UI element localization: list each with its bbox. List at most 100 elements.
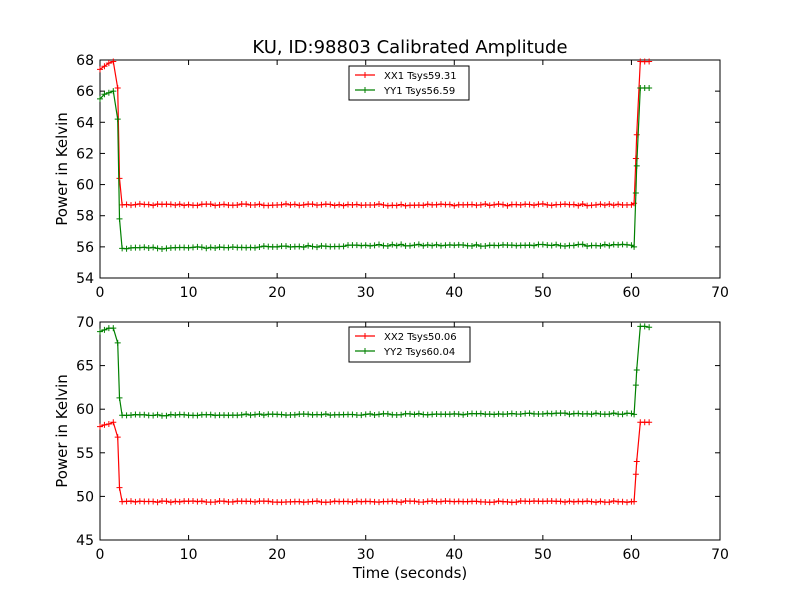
- bottom-data-point: [376, 499, 382, 506]
- bottom-y-tick-label: 65: [76, 359, 94, 375]
- bottom-data-point: [150, 498, 157, 505]
- bottom-data-point: [429, 498, 436, 505]
- top-y-tick-label: 68: [76, 53, 94, 69]
- top-data-point: [469, 242, 475, 249]
- bottom-data-point: [318, 411, 325, 418]
- top-data-point: [123, 245, 130, 252]
- bottom-data-point: [154, 499, 161, 506]
- bottom-x-tick-label: 60: [623, 547, 641, 563]
- bottom-data-point: [190, 498, 196, 505]
- bottom-data-point: [238, 411, 245, 418]
- bottom-data-point: [610, 497, 617, 504]
- top-data-point: [291, 201, 298, 208]
- top-data-point: [469, 201, 475, 208]
- bottom-data-point: [619, 411, 626, 418]
- bottom-data-point: [128, 412, 134, 419]
- bottom-data-point: [393, 498, 400, 505]
- top-data-point: [526, 201, 533, 208]
- top-data-point: [433, 241, 440, 248]
- top-data-point: [446, 201, 453, 208]
- top-data-point: [128, 202, 134, 209]
- top-data-point: [376, 200, 382, 207]
- top-data-point: [398, 241, 405, 248]
- top-legend-marker: [362, 72, 368, 78]
- bottom-data-point: [101, 326, 108, 333]
- top-data-point: [340, 202, 347, 209]
- top-data-point: [362, 242, 369, 249]
- top-data-point: [601, 202, 608, 209]
- top-data-point: [420, 202, 427, 209]
- top-data-point: [203, 245, 210, 252]
- chart-title: KU, ID:98803 Calibrated Amplitude: [252, 37, 567, 58]
- top-data-point: [531, 242, 537, 249]
- top-data-point: [110, 88, 117, 95]
- bottom-data-point: [588, 411, 595, 418]
- top-data-point: [172, 202, 179, 209]
- bottom-data-point: [291, 411, 298, 418]
- bottom-data-point: [141, 411, 148, 418]
- bottom-data-point: [305, 411, 312, 418]
- bottom-data-point: [539, 410, 546, 417]
- top-legend-box: [348, 65, 470, 101]
- top-data-point: [198, 244, 205, 251]
- top-data-point: [110, 58, 117, 65]
- bottom-y-tick-label: 55: [76, 446, 94, 462]
- bottom-data-point: [278, 411, 285, 418]
- bottom-data-point: [597, 498, 604, 505]
- top-data-point: [309, 243, 316, 250]
- top-data-point: [631, 243, 638, 250]
- top-data-point: [190, 244, 196, 251]
- top-data-point: [633, 131, 640, 138]
- bottom-plot-frame: [99, 321, 721, 541]
- top-data-point: [371, 201, 378, 208]
- top-data-point: [526, 242, 533, 249]
- bottom-data-point: [221, 498, 227, 505]
- bottom-data-point: [376, 411, 382, 418]
- bottom-data-point: [163, 498, 170, 505]
- bottom-data-point: [97, 423, 103, 430]
- top-data-point: [305, 242, 312, 249]
- bottom-data-point: [101, 421, 108, 428]
- top-y-tick-label: 64: [76, 115, 94, 131]
- top-data-point: [318, 201, 325, 208]
- top-x-tick-label: 60: [623, 285, 641, 301]
- bottom-data-point: [398, 411, 405, 418]
- top-y-tick-label: 66: [76, 84, 94, 100]
- bottom-data-point: [633, 366, 640, 373]
- x-axis-label: Time (seconds): [352, 564, 468, 582]
- top-data-point: [163, 245, 170, 252]
- top-data-point: [371, 242, 378, 249]
- bottom-data-point: [438, 498, 444, 505]
- top-data-point: [477, 201, 484, 208]
- top-data-point: [393, 202, 400, 209]
- top-data-point: [539, 241, 546, 248]
- top-data-point: [229, 243, 236, 250]
- top-data-point: [601, 241, 608, 248]
- bottom-data-point: [513, 499, 520, 506]
- top-data-point: [579, 241, 586, 248]
- top-data-point: [615, 241, 622, 248]
- top-x-tick-label: 50: [534, 285, 552, 301]
- top-data-point: [398, 201, 405, 208]
- top-data-point: [225, 244, 232, 251]
- top-data-point: [424, 241, 431, 248]
- top-data-point: [429, 242, 436, 249]
- top-data-point: [615, 201, 622, 208]
- top-data-point: [420, 242, 427, 249]
- bottom-data-point: [114, 434, 121, 441]
- top-data-point: [353, 242, 360, 249]
- top-data-point: [531, 202, 537, 209]
- bottom-legend: XX2 Tsys50.06 YY2 Tsys60.04: [348, 326, 471, 363]
- top-data-point: [610, 202, 617, 209]
- top-data-point: [123, 201, 130, 208]
- top-data-point: [207, 201, 214, 208]
- top-data-point: [384, 243, 391, 250]
- bottom-data-point: [633, 458, 640, 465]
- bottom-data-point: [619, 498, 626, 505]
- bottom-data-point: [632, 382, 639, 389]
- top-data-point: [159, 245, 165, 252]
- top-data-point: [597, 201, 604, 208]
- top-data-point: [136, 200, 143, 207]
- bottom-data-point: [460, 411, 467, 418]
